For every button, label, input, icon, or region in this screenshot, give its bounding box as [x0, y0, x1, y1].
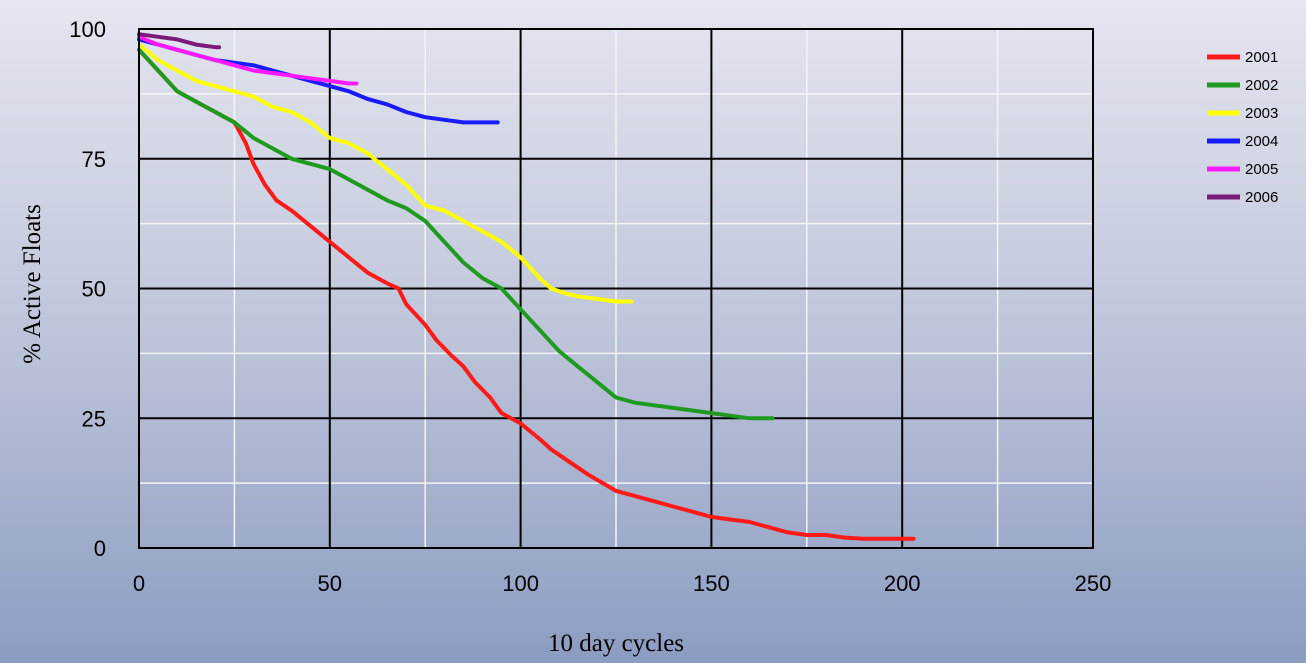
y-tick-label: 25: [82, 406, 106, 431]
x-axis-tick-labels: 0 50 100 150 200 250: [133, 571, 1111, 596]
legend: 2001 2002 2003 2004 2005 2006: [1207, 49, 1278, 206]
legend-label-2002: 2002: [1245, 77, 1278, 94]
series-line-2001: [137, 47, 916, 541]
data-series: [137, 32, 916, 541]
legend-label-2006: 2006: [1245, 189, 1278, 206]
series-line-2005: [137, 34, 359, 86]
y-tick-label: 100: [69, 17, 106, 42]
y-tick-label: 75: [82, 147, 106, 172]
y-tick-label: 50: [82, 277, 106, 302]
plot-area-frame: [138, 28, 1094, 549]
legend-label-2001: 2001: [1245, 49, 1278, 66]
x-tick-label: 50: [318, 571, 342, 596]
y-axis-tick-labels: 0 25 50 75 100: [69, 17, 106, 561]
series-line-2003: [137, 42, 634, 304]
x-tick-label: 200: [884, 571, 921, 596]
x-axis-label: 10 day cycles: [548, 630, 684, 657]
legend-label-2003: 2003: [1245, 105, 1278, 122]
legend-label-2004: 2004: [1245, 133, 1278, 150]
x-tick-label: 0: [133, 571, 145, 596]
y-tick-label: 0: [94, 536, 106, 561]
legend-label-2005: 2005: [1245, 161, 1278, 178]
series-line-2002: [137, 47, 775, 421]
x-tick-label: 250: [1075, 571, 1112, 596]
x-tick-label: 150: [693, 571, 730, 596]
y-axis-label: % Active Floats: [19, 204, 46, 364]
x-tick-label: 100: [502, 571, 539, 596]
series-line-2006: [137, 32, 222, 50]
